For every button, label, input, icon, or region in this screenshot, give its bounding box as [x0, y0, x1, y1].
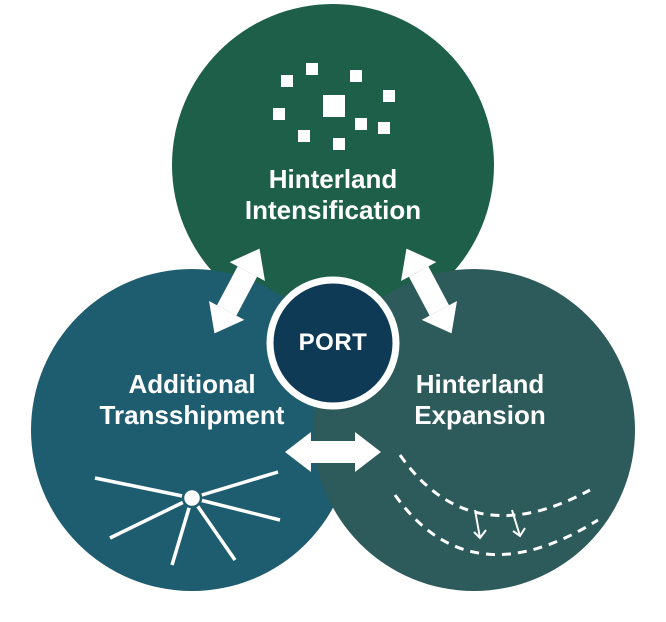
- right-label-line1: Hinterland: [416, 369, 545, 399]
- left-label-line1: Additional: [128, 369, 255, 399]
- left-label-line2: Transshipment: [100, 400, 285, 430]
- top-circle-label: Hinterland Intensification: [245, 164, 421, 226]
- center-circle-label: PORT: [299, 329, 368, 357]
- top-label-line2: Intensification: [245, 195, 421, 225]
- top-label-line1: Hinterland: [269, 164, 398, 194]
- right-label-line2: Expansion: [414, 400, 545, 430]
- right-circle-label: Hinterland Expansion: [414, 369, 545, 431]
- left-circle-label: Additional Transshipment: [100, 369, 285, 431]
